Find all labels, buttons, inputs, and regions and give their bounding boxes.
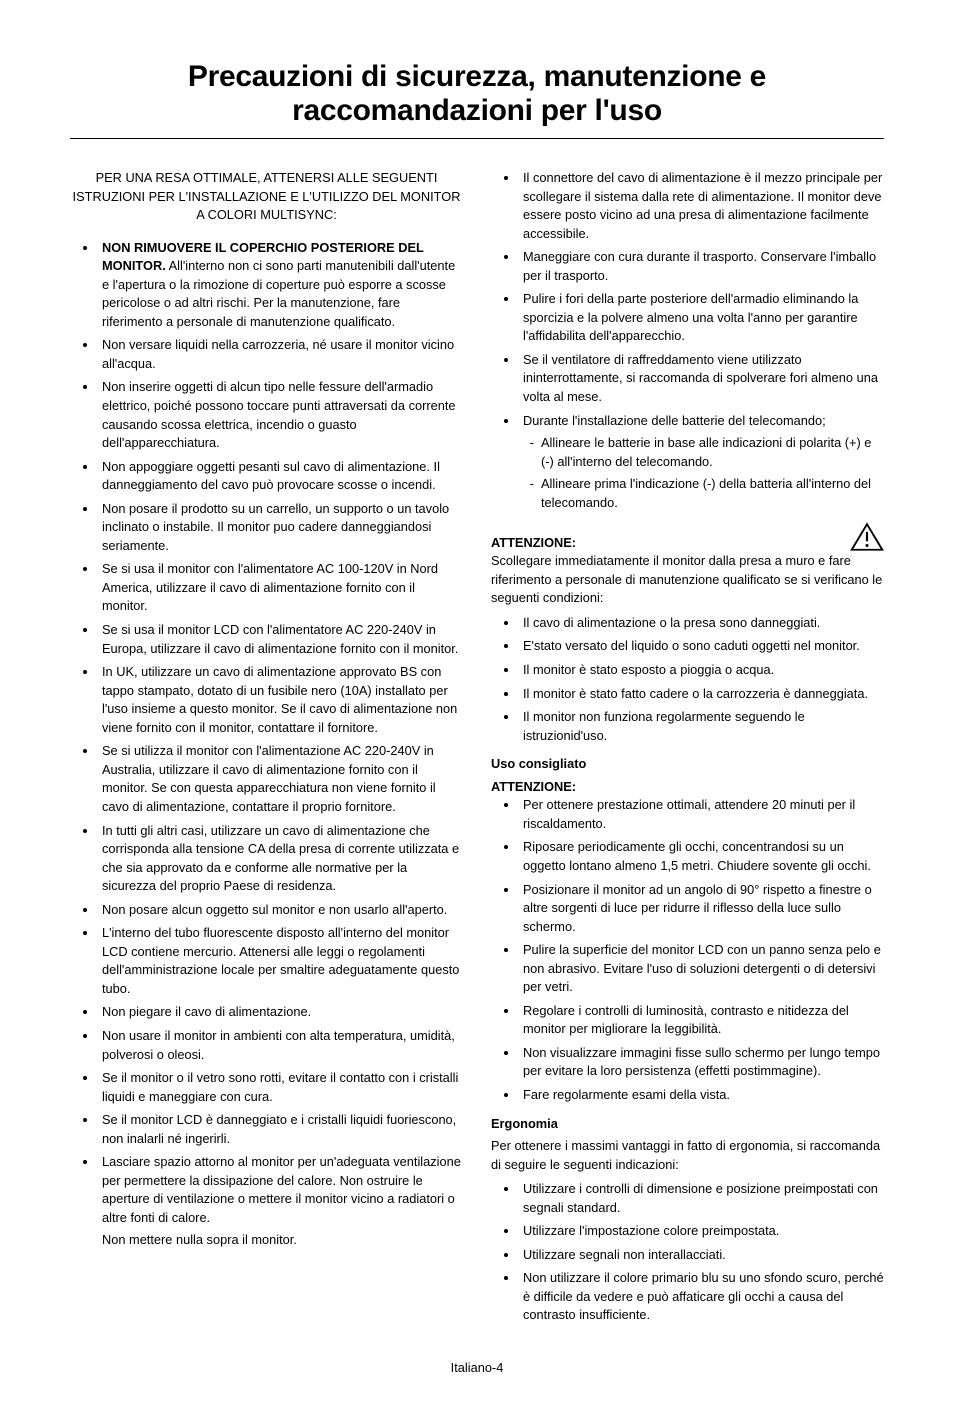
list-item: Allineare le batterie in base alle indic… — [541, 434, 884, 471]
list-item: Non posare alcun oggetto sul monitor e n… — [98, 901, 463, 920]
list-item: Riposare periodicamente gli occhi, conce… — [519, 838, 884, 875]
uso-attention-label: ATTENZIONE: — [491, 778, 884, 797]
list-item: Lasciare spazio attorno al monitor per u… — [98, 1153, 463, 1250]
list-item: Posizionare il monitor ad un angolo di 9… — [519, 881, 884, 937]
list-item: Se il monitor o il vetro sono rotti, evi… — [98, 1069, 463, 1106]
list-item: Utilizzare segnali non interallacciati. — [519, 1246, 884, 1265]
list-item: Allineare prima l'indicazione (-) della … — [541, 475, 884, 512]
list-item: E'stato versato del liquido o sono cadut… — [519, 637, 884, 656]
list-item: Non utilizzare il colore primario blu su… — [519, 1269, 884, 1325]
two-column-layout: PER UNA RESA OTTIMALE, ATTENERSI ALLE SE… — [70, 169, 884, 1330]
list-item: Non versare liquidi nella carrozzeria, n… — [98, 336, 463, 373]
list-item: Il monitor non funziona regolarmente seg… — [519, 708, 884, 745]
list-item: Se il monitor LCD è danneggiato e i cris… — [98, 1111, 463, 1148]
list-item: Utilizzare l'impostazione colore preimpo… — [519, 1222, 884, 1241]
warning-triangle-icon — [850, 522, 884, 552]
list-item: Non piegare il cavo di alimentazione. — [98, 1003, 463, 1022]
list-item: Per ottenere prestazione ottimali, atten… — [519, 796, 884, 833]
intro-text: PER UNA RESA OTTIMALE, ATTENERSI ALLE SE… — [70, 169, 463, 225]
list-item: NON RIMUOVERE IL COPERCHIO POSTERIORE DE… — [98, 239, 463, 332]
attention-label: ATTENZIONE: — [491, 534, 576, 553]
list-item: Se il ventilatore di raffreddamento vien… — [519, 351, 884, 407]
attention-text: Scollegare immediatamente il monitor dal… — [491, 552, 884, 608]
list-item: Se si utilizza il monitor con l'alimenta… — [98, 742, 463, 816]
list-item: Fare regolarmente esami della vista. — [519, 1086, 884, 1105]
list-item: Utilizzare i controlli di dimensione e p… — [519, 1180, 884, 1217]
page-title: Precauzioni di sicurezza, manutenzione e… — [70, 60, 884, 128]
list-item: Non posare il prodotto su un carrello, u… — [98, 500, 463, 556]
attention-row: ATTENZIONE: — [491, 522, 884, 552]
list-item: Pulire i fori della parte posteriore del… — [519, 290, 884, 346]
list-item: Se si usa il monitor con l'alimentatore … — [98, 560, 463, 616]
list-item: Maneggiare con cura durante il trasporto… — [519, 248, 884, 285]
list-item: Non usare il monitor in ambienti con alt… — [98, 1027, 463, 1064]
ergonomia-label: Ergonomia — [491, 1115, 884, 1134]
list-item: Non visualizzare immagini fisse sullo sc… — [519, 1044, 884, 1081]
attention-list: Il cavo di alimentazione o la presa sono… — [491, 614, 884, 745]
right-column: Il connettore del cavo di alimentazione … — [491, 169, 884, 1330]
list-item: Regolare i controlli di luminosità, cont… — [519, 1002, 884, 1039]
list-item: Non inserire oggetti di alcun tipo nelle… — [98, 378, 463, 452]
uso-label: Uso consigliato — [491, 755, 884, 774]
list-item: Il monitor è stato fatto cadere o la car… — [519, 685, 884, 704]
page-footer: Italiano-4 — [70, 1360, 884, 1375]
list-item: Se si usa il monitor LCD con l'alimentat… — [98, 621, 463, 658]
list-item: In tutti gli altri casi, utilizzare un c… — [98, 822, 463, 896]
list-item: Il connettore del cavo di alimentazione … — [519, 169, 884, 243]
battery-sublist: Allineare le batterie in base alle indic… — [523, 434, 884, 512]
list-item: In UK, utilizzare un cavo di alimentazio… — [98, 663, 463, 737]
left-bullet-list: NON RIMUOVERE IL COPERCHIO POSTERIORE DE… — [70, 239, 463, 1250]
list-item: Il cavo di alimentazione o la presa sono… — [519, 614, 884, 633]
ergonomia-text: Per ottenere i massimi vantaggi in fatto… — [491, 1137, 884, 1174]
list-item: Durante l'installazione delle batterie d… — [519, 412, 884, 513]
right-top-list: Il connettore del cavo di alimentazione … — [491, 169, 884, 512]
list-item: L'interno del tubo fluorescente disposto… — [98, 924, 463, 998]
title-rule — [70, 138, 884, 139]
list-item: Il monitor è stato esposto a pioggia o a… — [519, 661, 884, 680]
uso-list: Per ottenere prestazione ottimali, atten… — [491, 796, 884, 1104]
list-item: Pulire la superficie del monitor LCD con… — [519, 941, 884, 997]
ergonomia-list: Utilizzare i controlli di dimensione e p… — [491, 1180, 884, 1325]
left-column: PER UNA RESA OTTIMALE, ATTENERSI ALLE SE… — [70, 169, 463, 1330]
list-item: Non appoggiare oggetti pesanti sul cavo … — [98, 458, 463, 495]
